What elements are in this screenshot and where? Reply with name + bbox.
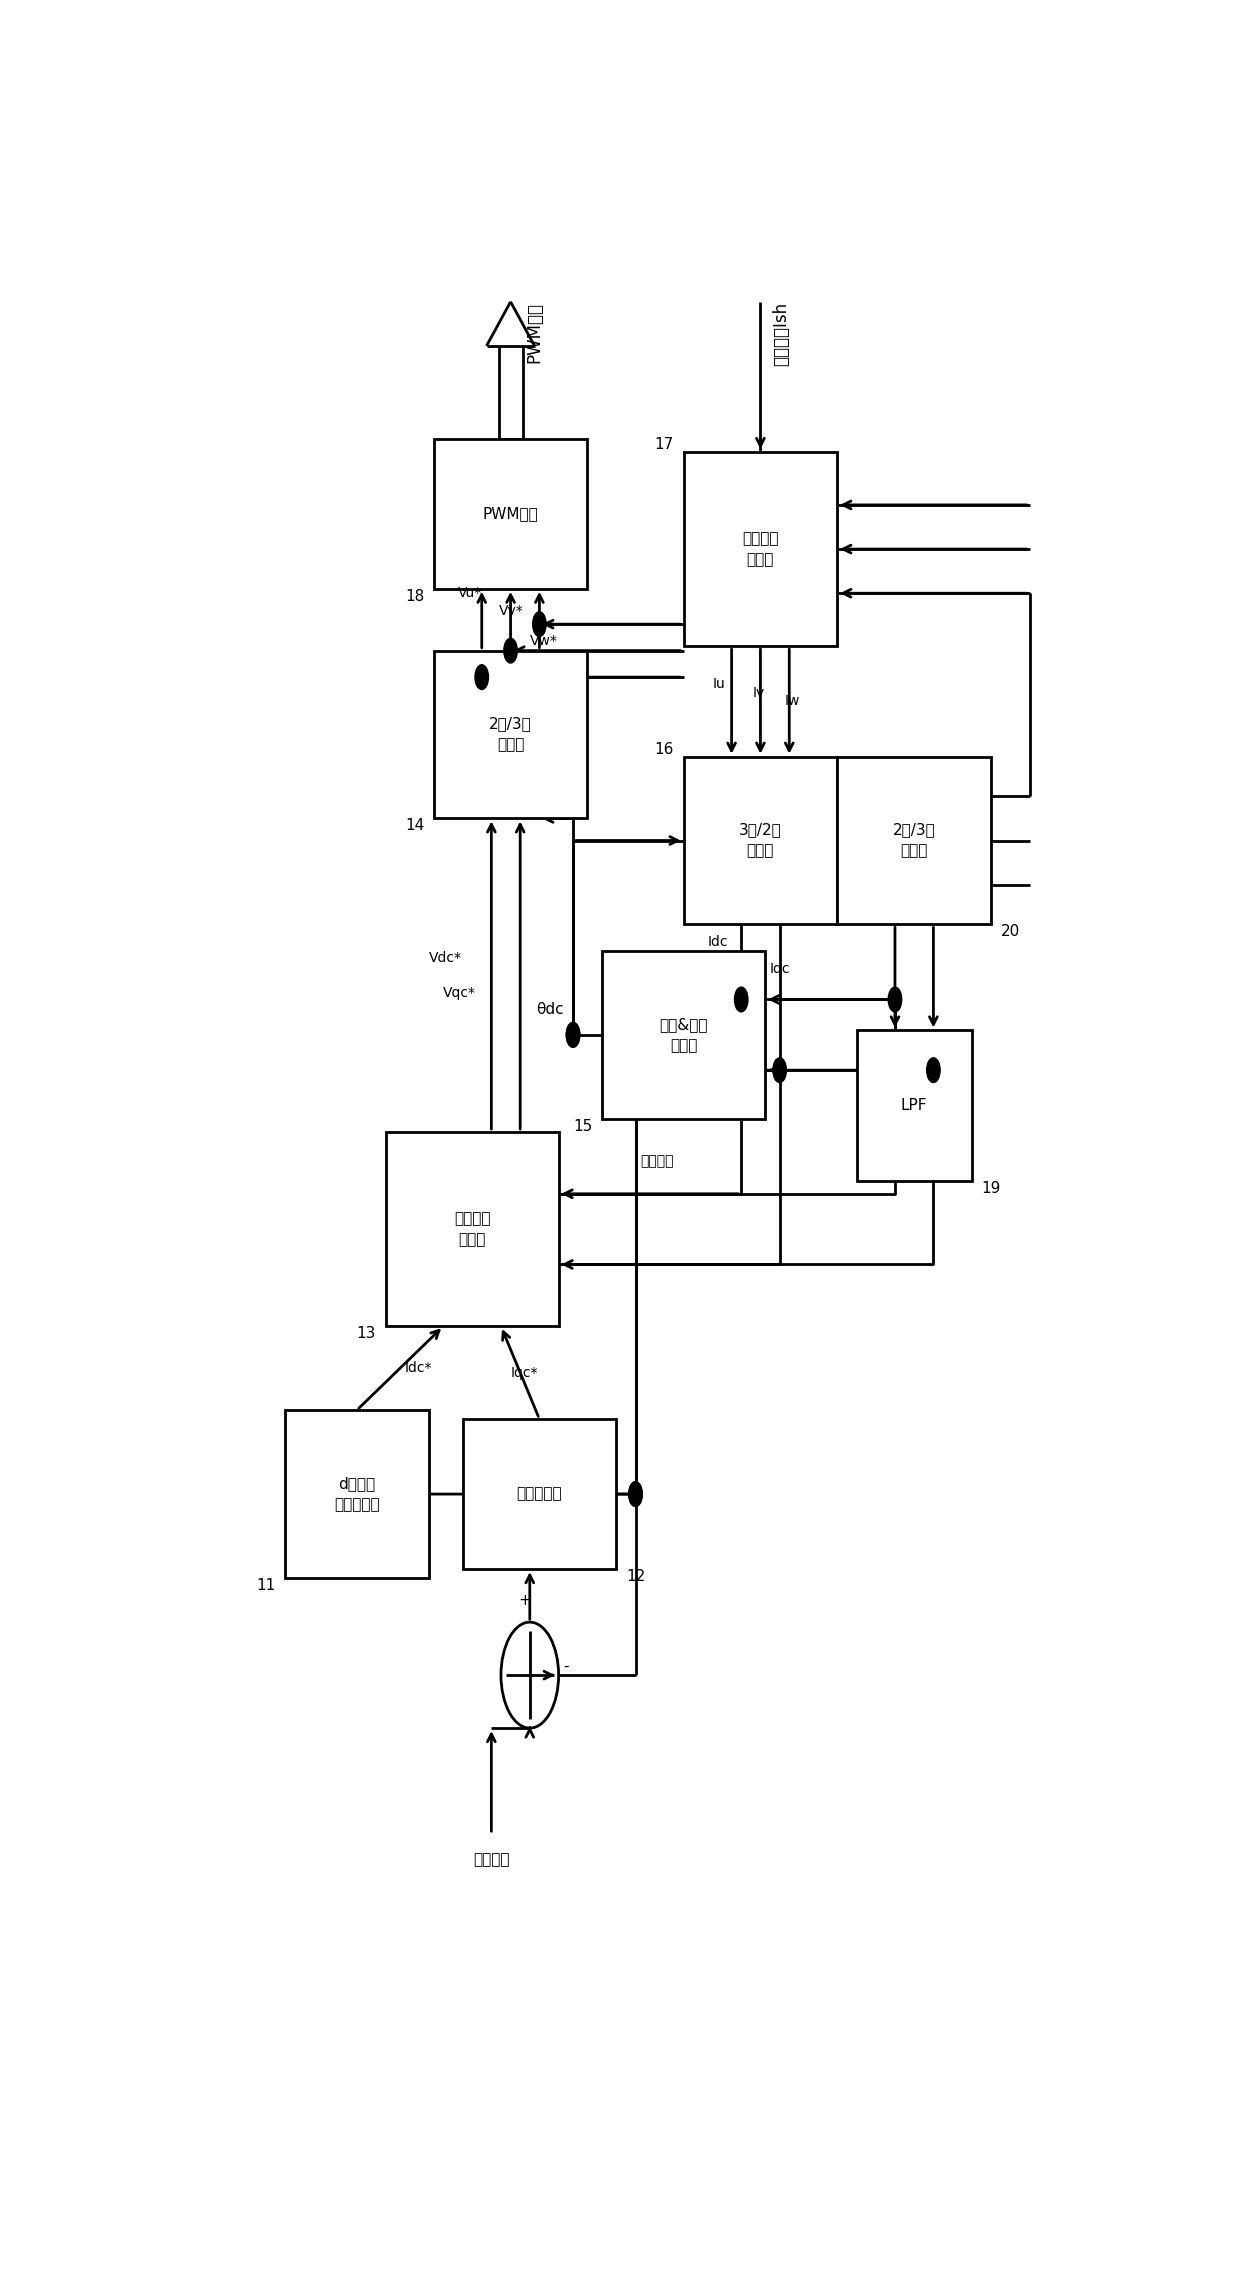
Text: 2轴/3相
变换器: 2轴/3相 变换器 (893, 824, 935, 858)
Text: Iu: Iu (712, 677, 725, 690)
Text: 3相/2轴
变换器: 3相/2轴 变换器 (739, 824, 781, 858)
Text: 19: 19 (982, 1181, 1001, 1195)
Text: Vw*: Vw* (529, 633, 558, 647)
Circle shape (567, 1023, 580, 1046)
Text: Iv: Iv (753, 686, 765, 700)
Text: 11: 11 (255, 1578, 275, 1592)
Text: Vv*: Vv* (498, 603, 523, 617)
Text: 速度指令: 速度指令 (474, 1851, 510, 1867)
Text: 20: 20 (1001, 924, 1021, 941)
Circle shape (888, 986, 901, 1012)
Text: 母线电流Ish: 母线电流Ish (773, 303, 790, 367)
Circle shape (503, 638, 517, 663)
Text: 电压指令
控制器: 电压指令 控制器 (454, 1211, 490, 1248)
Bar (463, 1420, 616, 1569)
Bar (285, 1411, 429, 1578)
Text: 15: 15 (573, 1119, 593, 1133)
Text: PWM信号: PWM信号 (525, 303, 543, 362)
Text: 13: 13 (357, 1326, 376, 1342)
Bar (434, 651, 588, 819)
Text: +: + (518, 1592, 532, 1608)
Text: Iw: Iw (785, 695, 800, 709)
Text: PWM控制: PWM控制 (482, 507, 538, 521)
Text: LPF: LPF (901, 1099, 928, 1113)
Text: Idc*: Idc* (405, 1360, 433, 1374)
Circle shape (475, 665, 489, 690)
Text: 2轴/3相
变换器: 2轴/3相 变换器 (490, 716, 532, 752)
Text: -: - (563, 1659, 569, 1675)
Text: 电流再现
运算器: 电流再现 运算器 (743, 532, 779, 567)
Text: Iqc*: Iqc* (511, 1365, 538, 1379)
Circle shape (926, 1058, 940, 1083)
Circle shape (629, 1482, 642, 1507)
Bar (386, 1131, 558, 1326)
Circle shape (567, 1023, 580, 1046)
Text: Vu*: Vu* (458, 587, 482, 601)
Bar (434, 438, 588, 590)
Text: 速度&相位
推定器: 速度&相位 推定器 (660, 1016, 708, 1053)
Text: 16: 16 (655, 741, 675, 757)
Circle shape (629, 1482, 642, 1507)
Text: 14: 14 (404, 819, 424, 833)
Text: 18: 18 (404, 590, 424, 603)
Text: 推定速度: 推定速度 (640, 1154, 673, 1168)
Circle shape (533, 612, 546, 635)
Text: Vqc*: Vqc* (444, 986, 476, 1000)
Bar (683, 757, 837, 924)
Text: θdc: θdc (536, 1002, 563, 1016)
Text: Vdc*: Vdc* (429, 950, 461, 963)
Bar (837, 757, 991, 924)
Text: Idc: Idc (708, 936, 728, 950)
Text: 12: 12 (626, 1569, 645, 1585)
Bar (683, 452, 837, 647)
Circle shape (773, 1058, 786, 1083)
Bar (857, 1030, 972, 1181)
Text: 速度控制器: 速度控制器 (517, 1487, 562, 1503)
Text: 17: 17 (655, 436, 675, 452)
Text: Iqc: Iqc (770, 961, 791, 975)
Circle shape (734, 986, 748, 1012)
Text: d轴电流
指令生成器: d轴电流 指令生成器 (334, 1475, 379, 1512)
Bar (601, 952, 765, 1119)
